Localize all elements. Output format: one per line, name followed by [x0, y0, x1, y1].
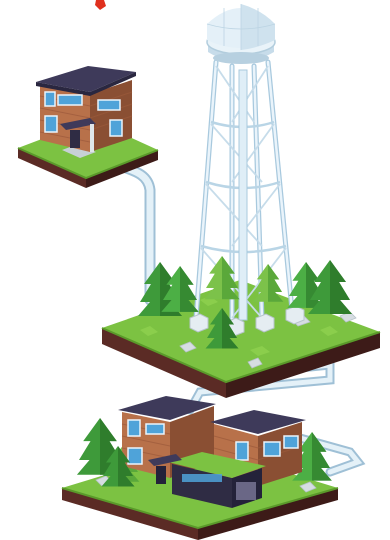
pipe-side-bottom-highlight: [297, 435, 363, 475]
island-grass-edge: [17, 147, 159, 180]
porch-column: [90, 124, 94, 152]
island-grass-edge: [61, 487, 339, 530]
pine-tree-icon: [76, 418, 124, 475]
rock: [179, 341, 197, 353]
window: [97, 99, 121, 111]
house-door: [156, 466, 166, 484]
rock: [247, 357, 263, 369]
pine-tree-icon: [287, 262, 325, 308]
window: [235, 441, 249, 461]
red-accent-mark: [95, 0, 106, 10]
window: [263, 441, 281, 457]
tower-tank-rim: [213, 52, 269, 64]
pine-tree-icon: [161, 266, 199, 312]
window: [283, 435, 299, 449]
window: [127, 447, 143, 465]
tower-riser-pipe: [238, 69, 248, 321]
bottom-house: [118, 396, 306, 508]
pine-tree-icon: [292, 432, 332, 481]
window: [145, 423, 165, 435]
pine-tree-icon: [308, 260, 352, 314]
pine-tree-icon: [205, 308, 239, 349]
island-soil-front: [86, 150, 158, 188]
garage-door: [236, 482, 256, 500]
island-soil-right: [226, 332, 380, 398]
pine-tree-icon: [204, 256, 240, 300]
house-porch-canopy: [60, 118, 96, 130]
house-door: [70, 130, 80, 148]
window: [57, 94, 83, 106]
window: [44, 91, 56, 107]
pine-tree-icon: [252, 264, 284, 302]
window: [44, 115, 58, 133]
pipe-house-to-tower: [106, 157, 156, 306]
island-soil-right: [198, 488, 338, 540]
garage-roof: [168, 452, 266, 478]
island-soil-left: [62, 488, 198, 540]
island-soil-left: [102, 328, 226, 398]
island-grass-edge: [101, 327, 381, 384]
rock: [299, 481, 317, 493]
entrance-canopy: [148, 454, 182, 466]
pine-tree-icon: [101, 446, 135, 487]
tower-footing: [189, 313, 209, 333]
tower-footing: [285, 305, 305, 325]
top-house: [36, 66, 136, 152]
island-soil-side: [18, 148, 86, 188]
window: [109, 119, 123, 137]
top-house-island: [17, 66, 159, 188]
window: [127, 419, 141, 437]
garage-window: [182, 474, 222, 482]
house-roof-right: [210, 410, 306, 434]
tower-footing: [255, 313, 275, 333]
house-roof-left: [118, 396, 216, 420]
house-roof-edge: [36, 72, 136, 96]
house-roof: [36, 66, 136, 92]
tower-trees: [138, 256, 352, 349]
